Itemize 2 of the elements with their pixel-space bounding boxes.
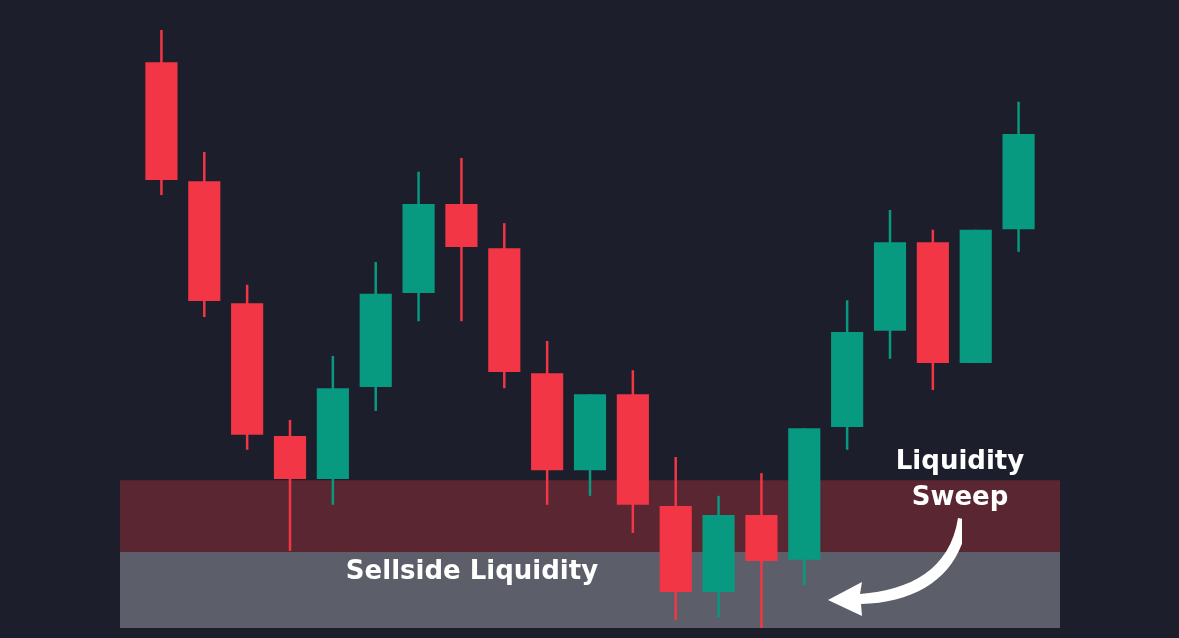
band-label: Liquidity Sweep — [895, 444, 1025, 511]
band-label: Sellside Liquidity — [345, 554, 599, 585]
